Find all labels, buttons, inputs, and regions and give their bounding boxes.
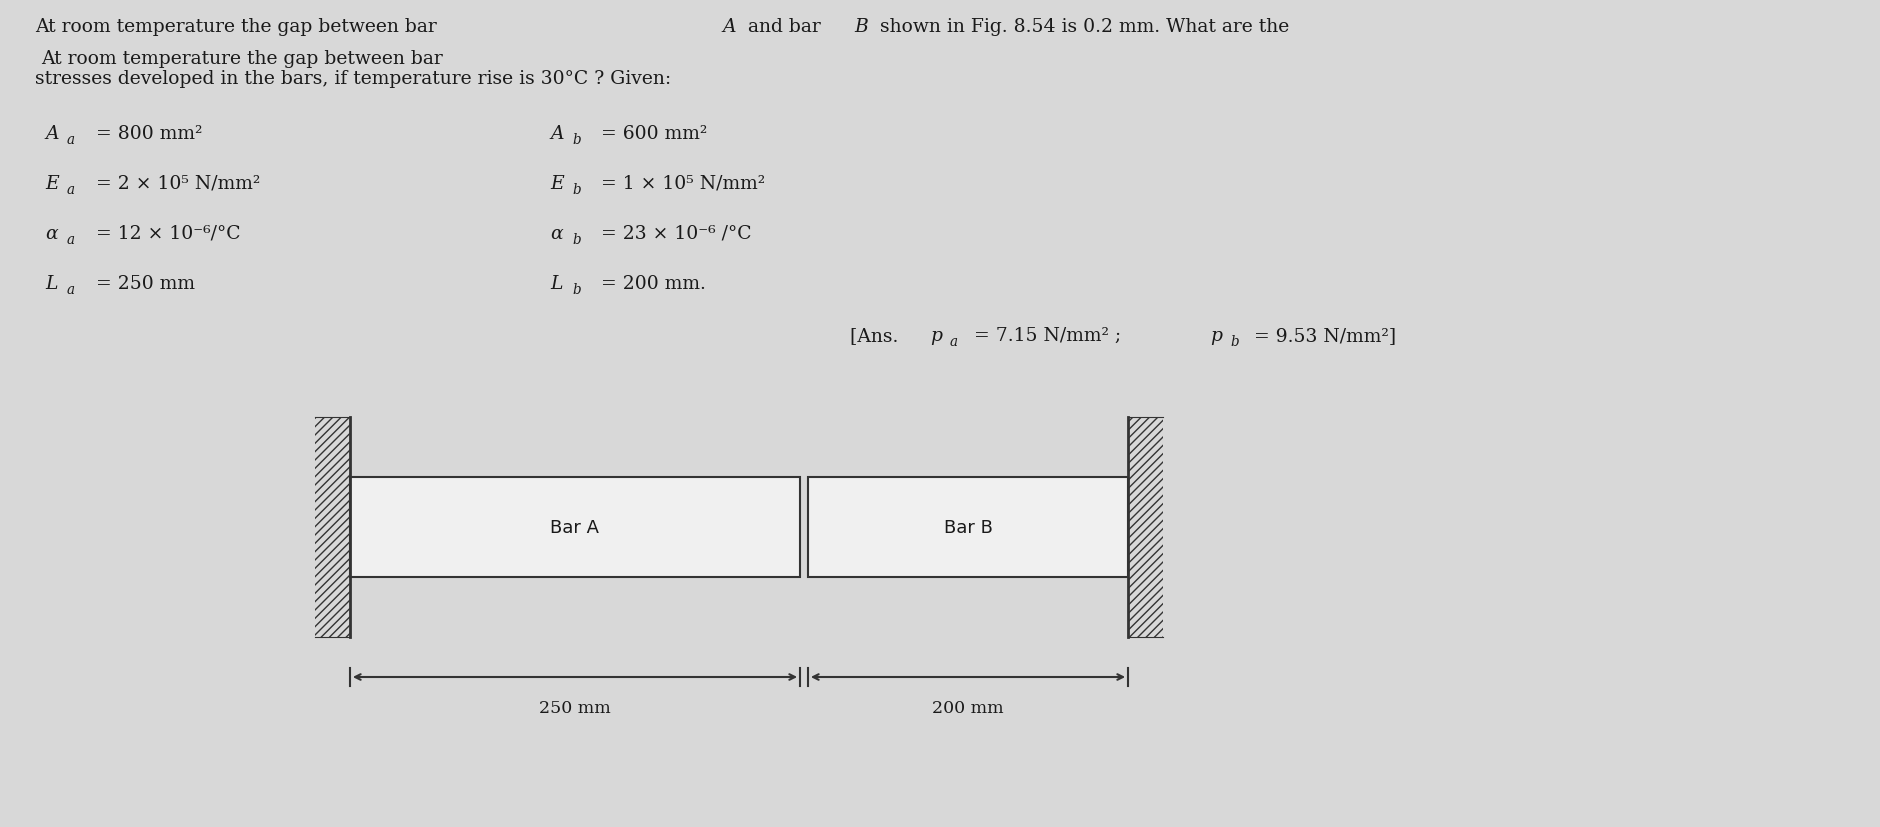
Text: b: b xyxy=(572,183,581,197)
Text: = 600 mm²: = 600 mm² xyxy=(594,125,707,143)
Text: At room temperature the gap between bar: At room temperature the gap between bar xyxy=(36,18,442,36)
Text: = 200 mm.: = 200 mm. xyxy=(594,275,705,293)
Bar xyxy=(1128,418,1162,638)
Text: a: a xyxy=(68,283,75,297)
Text: = 1 × 10⁵ N/mm²: = 1 × 10⁵ N/mm² xyxy=(594,174,765,193)
Text: b: b xyxy=(572,133,581,147)
Text: b: b xyxy=(1230,335,1237,348)
Text: a: a xyxy=(949,335,957,348)
Text: b: b xyxy=(572,232,581,246)
Text: A: A xyxy=(45,125,58,143)
Text: Bar A: Bar A xyxy=(551,519,600,537)
Text: p: p xyxy=(1209,327,1222,345)
Text: = 250 mm: = 250 mm xyxy=(90,275,196,293)
Text: p: p xyxy=(929,327,942,345)
Text: [Ans.: [Ans. xyxy=(850,327,904,345)
FancyBboxPatch shape xyxy=(808,477,1128,577)
Text: α: α xyxy=(549,225,562,242)
Text: A: A xyxy=(549,125,564,143)
Text: E: E xyxy=(549,174,564,193)
FancyBboxPatch shape xyxy=(350,477,799,577)
Text: a: a xyxy=(68,133,75,147)
Text: L: L xyxy=(45,275,58,293)
Text: = 800 mm²: = 800 mm² xyxy=(90,125,203,143)
Text: L: L xyxy=(549,275,562,293)
Text: α: α xyxy=(45,225,58,242)
Text: = 12 × 10⁻⁶/°C: = 12 × 10⁻⁶/°C xyxy=(90,225,241,242)
Text: B: B xyxy=(854,18,867,36)
Text: = 23 × 10⁻⁶ /°C: = 23 × 10⁻⁶ /°C xyxy=(594,225,752,242)
Text: 250 mm: 250 mm xyxy=(540,699,611,716)
Text: = 2 × 10⁵ N/mm²: = 2 × 10⁵ N/mm² xyxy=(90,174,259,193)
Text: b: b xyxy=(572,283,581,297)
Bar xyxy=(314,418,350,638)
Text: shown in Fig. 8.54 is 0.2 mm. What are the: shown in Fig. 8.54 is 0.2 mm. What are t… xyxy=(874,18,1288,36)
Text: a: a xyxy=(68,183,75,197)
Text: a: a xyxy=(68,232,75,246)
Text: A: A xyxy=(722,18,735,36)
Text: = 7.15 N/mm² ;: = 7.15 N/mm² ; xyxy=(968,327,1126,345)
Text: Bar B: Bar B xyxy=(944,519,993,537)
Text: 200 mm: 200 mm xyxy=(932,699,1004,716)
Text: and bar: and bar xyxy=(741,18,827,36)
Text: At room temperature the gap between bar: At room temperature the gap between bar xyxy=(41,50,449,68)
Text: stresses developed in the bars, if temperature rise is 30°C ? Given:: stresses developed in the bars, if tempe… xyxy=(36,70,671,88)
Text: E: E xyxy=(45,174,58,193)
Text: = 9.53 N/mm²]: = 9.53 N/mm²] xyxy=(1246,327,1395,345)
